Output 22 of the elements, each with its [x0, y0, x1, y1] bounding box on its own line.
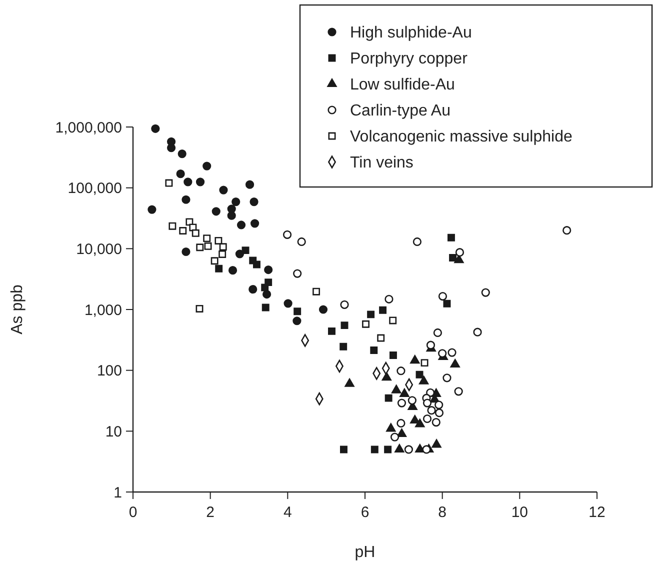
x-tick-label: 6: [360, 504, 370, 521]
y-tick-label: 100: [96, 362, 122, 380]
x-tick-label: 4: [283, 504, 292, 521]
legend-label: Tin veins: [350, 154, 414, 172]
x-tick-label: 0: [128, 504, 138, 521]
x-tick-label: 10: [511, 504, 528, 521]
y-axis-title: As ppb: [9, 284, 26, 334]
x-tick-label: 2: [206, 504, 215, 521]
x-axis-title: pH: [354, 544, 376, 561]
legend-label: Carlin-type Au: [350, 102, 450, 120]
legend-label: High sulphide-Au: [350, 24, 472, 42]
legend-label: Porphyry copper: [350, 50, 468, 68]
y-tick-label: 10,000: [76, 240, 122, 258]
y-tick-label: 1: [114, 484, 122, 502]
legend-label: Volcanogenic massive sulphide: [350, 128, 572, 146]
legend-label: Low sulfide-Au: [350, 76, 455, 94]
y-tick-label: 100,000: [68, 180, 122, 198]
x-tick-label: 12: [588, 504, 606, 521]
x-tick-label: 8: [438, 504, 447, 521]
y-tick-label: 10: [105, 423, 122, 440]
y-tick-label: 1,000: [84, 302, 122, 319]
y-tick-label: 1,000,000: [55, 119, 122, 136]
